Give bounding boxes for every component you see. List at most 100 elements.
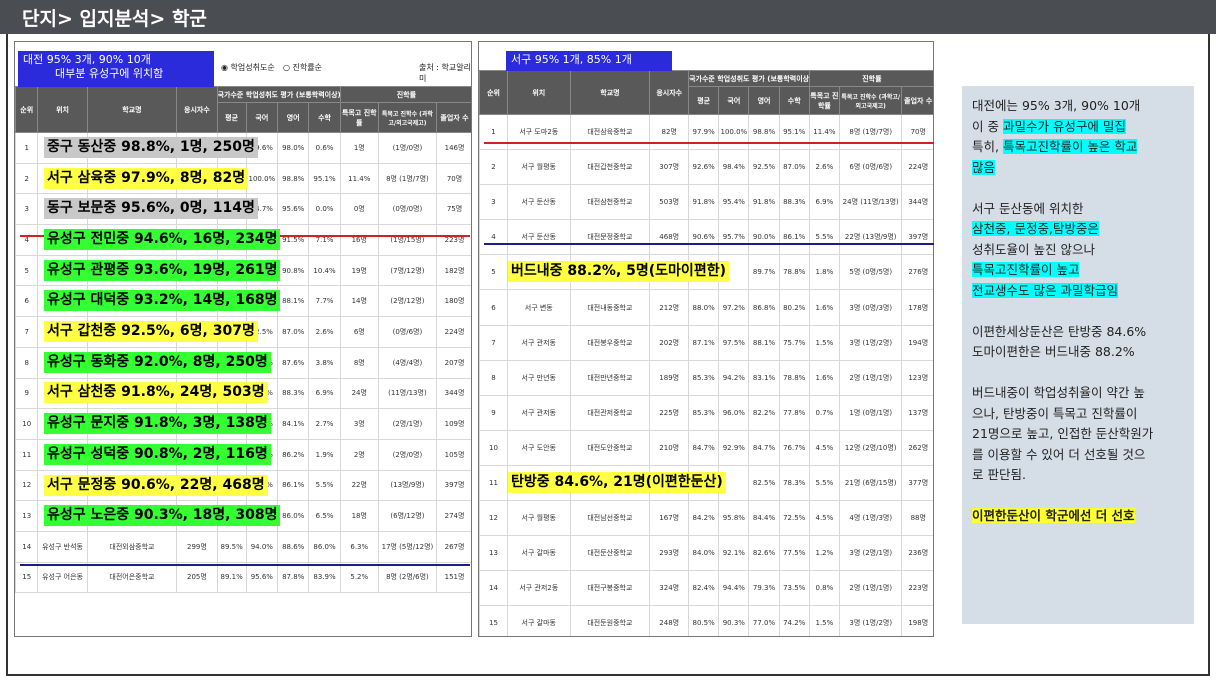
cell-math: 88.3%	[778, 184, 810, 221]
cell-kor: 97.5%	[718, 324, 750, 361]
cell-sp-rate: 3명	[339, 408, 379, 440]
cell-math: 80.2%	[778, 289, 810, 326]
cell-sp-count: 12명 (2명/10명)	[838, 429, 903, 466]
right-ranking-table: 순위 위치 학교명 응시자수 국가수준 학업성취도 평가 (보통학력이상) 진학…	[478, 41, 934, 637]
cell-sp-count: (0명/6명)	[377, 316, 438, 348]
cell-math: 77.5%	[778, 535, 810, 572]
note-highlight: 과밀수가 유성구에 밀집	[1002, 118, 1126, 134]
cell-avg: 84.2%	[688, 500, 720, 537]
cell-avg: 85.3%	[688, 394, 720, 431]
table-row: 8 서구 만년동 대전만년중학교 189명 85.3% 94.2% 83.1% 78.8% 1.…	[479, 359, 933, 396]
cell-avg: 89.5%	[216, 530, 247, 563]
table-row: 12 서구 월평동 대전남선중학교 167명 84.2% 95.8% 84.4% 72.5% 4…	[479, 500, 933, 537]
cell-grads: 194명	[901, 324, 933, 361]
cell-sp-rate: 1.2%	[808, 535, 840, 572]
cell-sp-count: 3명 (0명/3명)	[838, 289, 903, 326]
right-blue-divider	[484, 243, 934, 245]
cell-loc: 서구 만년동	[507, 359, 571, 396]
cell-rank: 9	[15, 377, 39, 410]
cell-avg: 84.0%	[688, 535, 720, 572]
cell-math: 95.1%	[308, 162, 341, 195]
cell-students: 324명	[649, 570, 690, 607]
cell-sp-count: (0명/0명)	[377, 193, 438, 226]
cell-math: 86.0%	[308, 530, 341, 563]
cell-sp-count: 3명 (1명/2명)	[838, 324, 903, 361]
cell-loc: 서구 도마2동	[507, 113, 571, 151]
cell-eng: 86.1%	[277, 469, 310, 502]
cell-avg: 97.9%	[688, 113, 720, 151]
left-callout-line2: 대부분 유성구에 위치함	[55, 67, 164, 80]
col-loc: 위치	[37, 86, 88, 133]
cell-sp-rate: 0명	[339, 193, 379, 226]
cell-sp-count: (4명/4명)	[377, 346, 438, 379]
cell-avg: 90.6%	[688, 219, 720, 256]
cell-grads: 397명	[901, 219, 933, 256]
cell-grads: 123명	[901, 359, 933, 396]
highlight-overlay: 유성구 노은중 90.3%, 18명, 308명	[44, 505, 281, 527]
cell-grads: 70명	[436, 162, 471, 195]
highlight-overlay: 탄방중 84.6%, 21명(이편한둔산)	[508, 472, 726, 494]
cell-loc: 서구 관저동	[507, 324, 571, 361]
cell-sp-count: 17명 (5명/12명)	[377, 530, 438, 563]
cell-sp-count: 8명 (1명/7명)	[838, 113, 903, 151]
cell-rank: 5	[15, 254, 39, 287]
cell-eng: 88.6%	[277, 530, 310, 563]
highlight-overlay: 유성구 전민중 94.6%, 16명, 234명	[44, 228, 281, 250]
col-math: 수학	[778, 86, 810, 115]
col-avg: 평균	[216, 102, 247, 133]
note-highlight: 전교생수도 많은 과밀학급임	[972, 282, 1118, 298]
cell-rank: 4	[479, 219, 509, 256]
radio-achievement-label: 학업성취도순	[230, 63, 275, 72]
col-sp-count: 특목고 진학수 (과학고/외고국제고)	[838, 86, 903, 115]
cell-rank: 4	[15, 224, 39, 256]
cell-sp-rate: 19명	[339, 254, 379, 287]
table-row: 7 서구 관저동 대전봉우중학교 202명 87.1% 97.5% 88.1% 75.7% 1.…	[479, 324, 933, 361]
radio-achievement[interactable]: ◉ 학업성취도순	[221, 62, 275, 73]
content-frame	[6, 34, 1210, 676]
right-red-divider	[484, 142, 934, 144]
cell-math: 7.1%	[308, 224, 341, 256]
col-math: 수학	[308, 102, 341, 133]
cell-eng: 86.8%	[748, 289, 780, 326]
cell-loc: 서구 월평동	[507, 500, 571, 537]
cell-sp-count: (13명/9명)	[377, 469, 438, 502]
radio-advancement[interactable]: ○ 진학률순	[283, 62, 322, 73]
note-text: 특히,	[972, 139, 1003, 154]
cell-rank: 1	[479, 113, 509, 151]
cell-grads: 223명	[901, 570, 933, 607]
cell-grads: 70명	[901, 113, 933, 151]
cell-school: 대전도안중학교	[569, 429, 651, 466]
cell-eng: 87.0%	[277, 316, 310, 348]
cell-kor: 96.0%	[718, 394, 750, 431]
cell-eng: 98.8%	[748, 113, 780, 151]
cell-school: 대전구봉중학교	[569, 570, 651, 607]
cell-rank: 15	[15, 561, 39, 594]
cell-students: 82명	[649, 113, 690, 151]
col-sp-rate: 특목고 진학률	[808, 86, 840, 115]
cell-grads: 88명	[901, 500, 933, 537]
col-sp-rate: 특목고 진학률	[339, 102, 379, 133]
cell-grads: 397명	[436, 469, 471, 502]
cell-rank: 10	[479, 429, 509, 466]
cell-grads: 137명	[901, 394, 933, 431]
note-highlight: 삼천중, 문정중,탐방중은	[972, 221, 1099, 236]
cell-kor: 95.6%	[245, 561, 279, 594]
cell-eng: 82.6%	[748, 535, 780, 572]
cell-school: 대전삼육중학교	[569, 113, 651, 151]
cell-math: 87.0%	[778, 149, 810, 186]
cell-eng: 87.8%	[277, 561, 310, 594]
cell-grads: 198명	[901, 605, 933, 636]
cell-sp-count: 8명 (2명/6명)	[377, 561, 438, 594]
cell-math: 6.9%	[308, 377, 341, 410]
cell-kor: 100.0%	[245, 162, 279, 195]
note-line: 으나, 탄방중이 특목고 진학률이	[972, 405, 1138, 421]
cell-eng: 91.8%	[748, 184, 780, 221]
note-line: 이 중 과밀수가 유성구에 밀집	[972, 117, 1184, 138]
cell-sp-count: (1명/0명)	[377, 132, 438, 164]
cell-loc: 서구 관저2동	[507, 570, 571, 607]
cell-math: 86.1%	[778, 219, 810, 256]
note-line: 특목고진학률이 높고	[972, 260, 1184, 281]
table-row: 10 서구 도안동 대전도안중학교 210명 84.7% 92.9% 84.7% 76.7% 4…	[479, 429, 933, 466]
right-blue-callout: 서구 95% 1개, 85% 1개	[506, 51, 672, 71]
cell-students: 189명	[649, 359, 690, 396]
